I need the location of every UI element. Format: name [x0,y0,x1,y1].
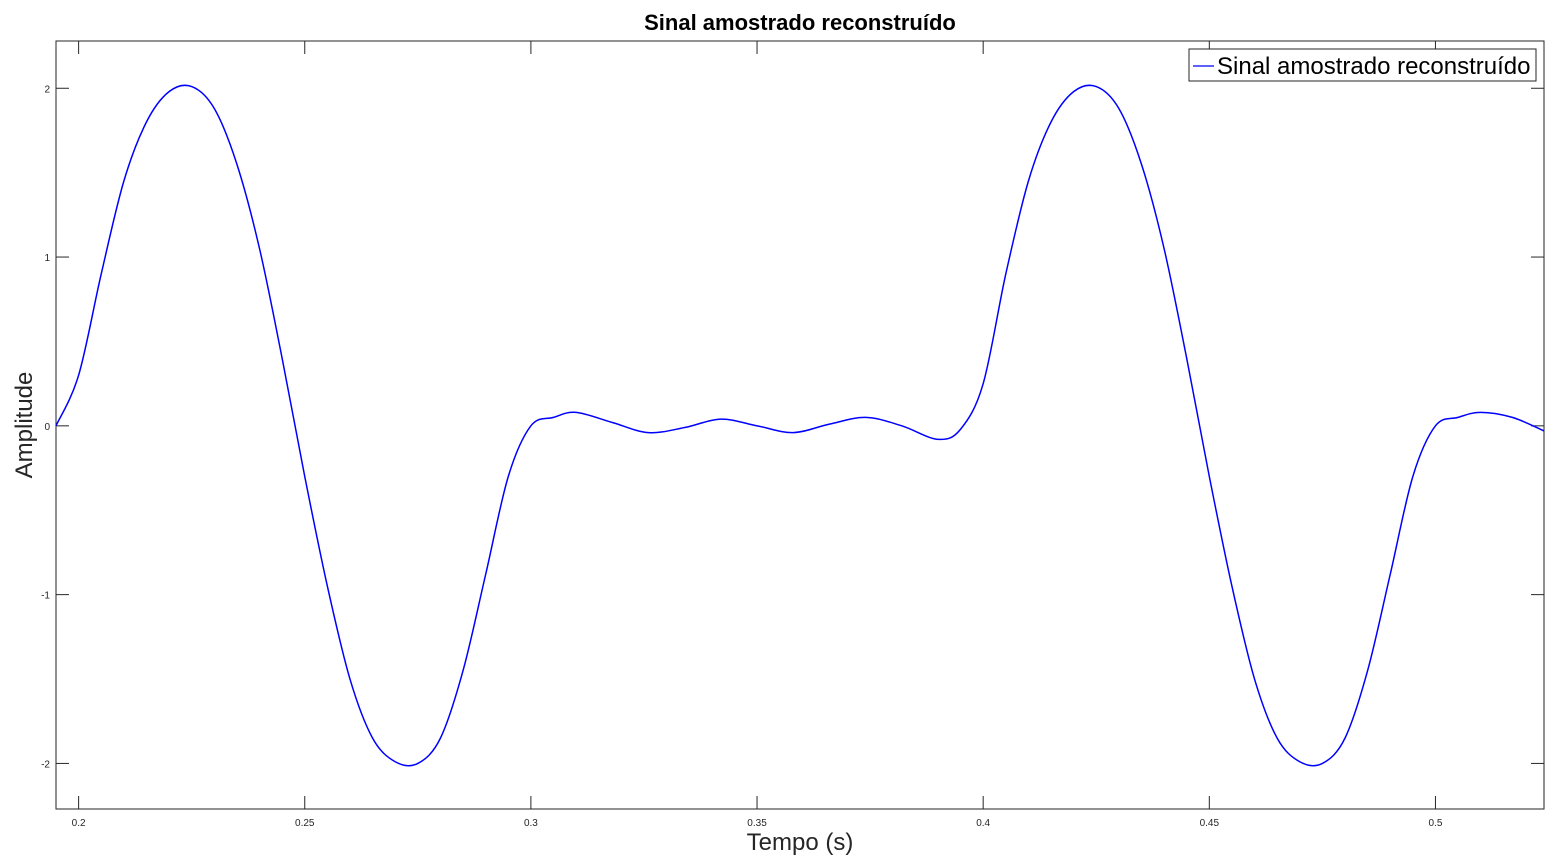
y-axis-ticks: 2 1 0 -1 -2 [41,84,1544,770]
x-tick-label: 0.35 [747,818,767,829]
series-layer [55,84,1545,767]
x-tick-label: 0.2 [72,818,86,829]
legend-entry: Sinal amostrado reconstruído [1217,53,1531,80]
x-tick-label: 0.3 [524,818,538,829]
plot-area [55,40,1545,810]
x-axis-ticks: 0.2 0.25 0.3 0.35 0.4 0.45 0.5 [72,41,1443,829]
x-tick-label: 0.4 [976,818,990,829]
y-axis-label: Amplitude [11,372,38,479]
series-line [55,84,1545,767]
legend: Sinal amostrado reconstruído [1188,48,1537,82]
y-tick-label: 2 [44,84,50,95]
x-axis-label: Tempo (s) [747,829,854,856]
legend-box [1188,48,1537,82]
x-tick-label: 0.45 [1200,818,1220,829]
x-tick-label: 0.5 [1428,818,1442,829]
y-tick-label: -1 [41,591,50,602]
y-tick-label: 1 [44,253,50,264]
x-tick-label: 0.25 [295,818,315,829]
y-tick-label: 0 [44,422,50,433]
y-tick-label: -2 [41,759,50,770]
chart-title: Sinal amostrado reconstruído [644,10,956,35]
